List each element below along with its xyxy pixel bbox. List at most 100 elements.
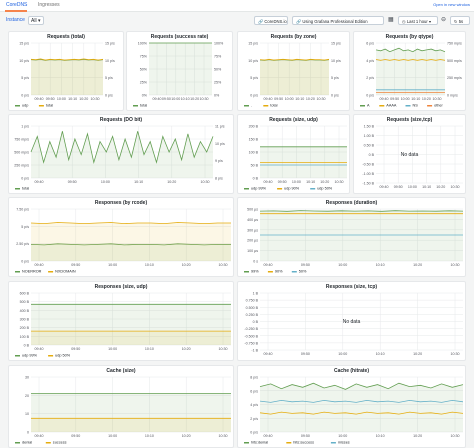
legend-swatch — [405, 105, 411, 107]
legend-label[interactable]: total — [140, 104, 147, 108]
y-tick-label: 10 — [25, 412, 29, 416]
y-tick-label: 0.50 B — [364, 144, 375, 148]
x-tick-label: 09:50 — [274, 97, 283, 101]
panel-responses-size-tcp[interactable]: Responses (size, tcp) 1 B 0.750 B 0.500 B 0.… — [237, 281, 466, 361]
y-tick-label: 0 B — [369, 153, 375, 157]
legend-label[interactable]: udp 50% — [55, 354, 71, 358]
active-tab-indicator — [5, 10, 27, 12]
panel-title[interactable]: Requests (total) — [47, 34, 85, 40]
series-line-total — [30, 131, 214, 164]
legend-label[interactable]: AAAA — [386, 104, 397, 108]
panel-title[interactable]: Responses (size, udp) — [94, 284, 148, 290]
y-tick-label: 75% — [140, 55, 148, 59]
y-tick-label: 0% — [142, 94, 148, 98]
x-tick-label: 09:40 — [35, 97, 44, 101]
legend-label[interactable]: success — [53, 441, 67, 445]
x-tick-label: 10:30 — [433, 97, 442, 101]
legend-label[interactable]: A — [367, 104, 370, 108]
panel-responses-by-rcode[interactable]: Responses (by rcode) 7.50 p/s 5 p/s 2.50 p/… — [8, 197, 234, 277]
instance-select[interactable]: All ▾ — [28, 16, 44, 25]
legend-swatch — [15, 442, 20, 444]
y-right-tick-label: 100% — [214, 42, 224, 46]
x-tick-label: 09:50 — [301, 352, 310, 356]
legend-label[interactable]: total — [46, 104, 53, 108]
panel-title[interactable]: Responses (by rcode) — [94, 200, 148, 206]
legend-label[interactable]: udp 90% — [284, 187, 300, 191]
legend-label[interactable]: total — [22, 187, 29, 191]
zoom-out-icon[interactable]: ⊖ — [441, 17, 447, 23]
legend-label[interactable]: udp 50% — [317, 187, 333, 191]
legend-label[interactable]: 50% — [299, 270, 307, 274]
panel-title[interactable]: Responses (size, tcp) — [325, 284, 378, 290]
panel-title[interactable]: Requests (DO bit) — [99, 117, 143, 123]
y-right-tick-label: 75% — [214, 55, 222, 59]
panel-requests-size-tcp[interactable]: Requests (size,tcp) 1.50 B 1.00 B 0.50 B 0 B… — [353, 114, 466, 194]
panel-cache-hitrate[interactable]: Cache (hitrate) 8 p/s 6 p/s 4 p/s 2 p/s 0 p/s… — [237, 365, 466, 448]
legend-label[interactable]: hits:denial — [251, 441, 268, 445]
legend-swatch — [15, 271, 20, 273]
open-in-new-window-link[interactable]: Open in new window — [433, 2, 470, 7]
panel-title[interactable]: Requests (success rate) — [150, 34, 209, 40]
refresh-button[interactable]: ↻ 5s — [450, 16, 470, 25]
legend-label[interactable]: udp 99% — [22, 354, 38, 358]
panel-responses-duration[interactable]: Responses (duration) 500 µs 400 µs 300 µs 20… — [237, 197, 466, 277]
panel-title[interactable]: Cache (hitrate) — [333, 368, 369, 374]
panel-requests-success-rate[interactable]: Requests (success rate) 100% 75% 50% 25% 0% 10… — [126, 31, 233, 111]
panel-title[interactable]: Requests (by zone) — [270, 34, 317, 40]
legend-label[interactable]: 90% — [275, 270, 283, 274]
panel-title[interactable]: Requests (by qtype) — [385, 34, 434, 40]
legend-label[interactable]: 99% — [251, 270, 259, 274]
panel-requests-by-zone[interactable]: Requests (by zone) 15 p/s 10 p/s 5 p/s 0 p/s… — [237, 31, 350, 111]
panel-title[interactable]: Cache (size) — [106, 368, 136, 374]
y-tick-label: 0.750 B — [246, 299, 259, 303]
panel-responses-size-udp[interactable]: Responses (size, udp) 600 B 500 B 400 B 300 … — [8, 281, 234, 361]
panel-title[interactable]: Requests (size,tcp) — [386, 117, 433, 123]
legend-label[interactable]: other — [434, 104, 443, 108]
legend-label[interactable]: total — [270, 104, 277, 108]
y-right-tick-label: 0% — [214, 94, 220, 98]
y-right-tick-label: 11 p/s — [215, 125, 225, 129]
x-tick-label: 10:10 — [145, 263, 154, 267]
legend-label[interactable]: hits:success — [293, 441, 314, 445]
panel-requests-do-bit[interactable]: Requests (DO bit) 1 p/s 750 mp/s 500 mp/s 25… — [8, 114, 234, 194]
panel-title[interactable]: Responses (duration) — [325, 200, 378, 206]
legend-label[interactable]: . — [251, 104, 252, 108]
panel-title[interactable]: Requests (size, udp) — [269, 117, 318, 123]
x-tick-label: 10:30 — [200, 97, 209, 101]
chart-svg: 30 20 10 0 09:40 09:50 10:00 10:10 10:20 10:30 den… — [15, 376, 231, 445]
legend-label[interactable]: misses — [338, 441, 350, 445]
y-right-tick-label: 50% — [214, 68, 222, 72]
x-tick-label: 10:30 — [219, 434, 228, 438]
chart-svg: 600 B 500 B 400 B 300 B 200 B 100 B 0 B 09:40 09… — [15, 292, 231, 358]
legend-label[interactable]: NOERROR — [22, 270, 42, 274]
y-tick-label: 1 B — [253, 292, 259, 296]
y-tick-label: 500 µs — [247, 208, 258, 212]
x-tick-label: 10:00 — [108, 263, 117, 267]
panel-requests-total[interactable]: Requests (total) 15 p/s 10 p/s 5 p/s 0 p/s 15… — [8, 31, 124, 111]
grafana-professional-label: Using Grafana Professional Edition — [302, 18, 368, 24]
legend-label[interactable]: NS — [413, 104, 419, 108]
legend-label[interactable]: denial — [22, 441, 32, 445]
tab-coredns[interactable]: CoreDNS — [6, 2, 28, 8]
tab-ingresses[interactable]: Ingresses — [38, 2, 60, 8]
corednsio-link[interactable]: 🔗 CoreDNS.io — [254, 16, 288, 25]
y-right-tick-label: 8 p/s — [215, 177, 223, 181]
y-tick-label: 6 p/s — [250, 389, 258, 393]
grafana-professional-link[interactable]: 🔗 Using Grafana Professional Edition — [292, 16, 384, 25]
panel-requests-size-udp[interactable]: Requests (size, udp) 200 B 150 B 100 B 50 B 0… — [237, 114, 350, 194]
clock-icon: ◷ — [402, 18, 406, 24]
legend-swatch — [244, 271, 249, 273]
legend-label[interactable]: udp — [22, 104, 28, 108]
time-range-picker[interactable]: ◷ Last 1 hour ▾ — [398, 16, 438, 25]
y-right-tick-label: 10 p/s — [331, 59, 341, 63]
panel-cache-size[interactable]: Cache (size) 30 20 10 0 09:40 09:50 10:00 10:10 1… — [8, 365, 234, 448]
y-tick-label: 500 mp/s — [14, 151, 29, 155]
y-tick-label: 1.00 B — [364, 134, 375, 138]
legend-label[interactable]: udp 99% — [251, 187, 267, 191]
legend-label[interactable]: NXDOMAIN — [55, 270, 76, 274]
y-tick-label: 0 p/s — [250, 94, 258, 98]
panel-requests-by-qtype[interactable]: Requests (by qtype) 6 p/s 4 p/s 2 p/s 0 p/s 7… — [353, 31, 466, 111]
x-tick-label: 09:40 — [35, 180, 44, 184]
grid-icon[interactable]: ▦ — [388, 17, 394, 23]
x-tick-label: 10:30 — [335, 180, 344, 184]
